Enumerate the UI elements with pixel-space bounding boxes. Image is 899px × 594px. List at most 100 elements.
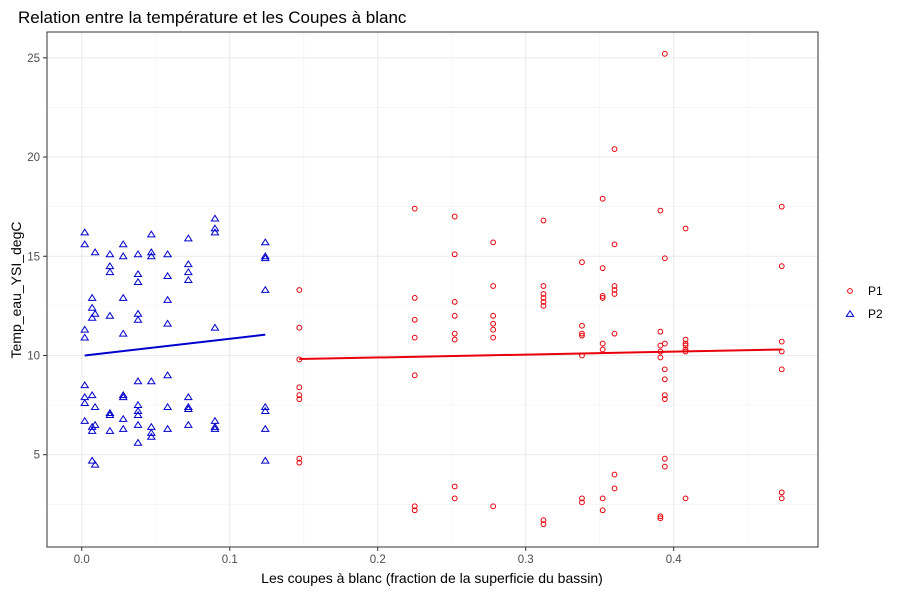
data-point-p2 bbox=[183, 260, 193, 268]
data-point-p1 bbox=[540, 283, 547, 289]
y-axis-label: Temp_eau_YSI_degC bbox=[8, 222, 24, 359]
data-point-p1 bbox=[296, 459, 303, 466]
data-point-p1 bbox=[451, 251, 458, 258]
data-point-p2 bbox=[87, 313, 97, 321]
data-point-p2 bbox=[146, 377, 156, 385]
data-point-p1 bbox=[682, 348, 689, 355]
data-point-p2 bbox=[118, 392, 128, 401]
data-point-p2 bbox=[146, 252, 156, 260]
data-point-p2 bbox=[87, 293, 97, 301]
data-point-p1 bbox=[540, 291, 547, 297]
data-point-p1 bbox=[778, 489, 785, 496]
data-point-p1 bbox=[579, 330, 585, 337]
data-point-p1 bbox=[657, 328, 664, 335]
y-tick-label: 25 bbox=[27, 53, 40, 65]
data-point-p1 bbox=[451, 299, 458, 305]
data-point-p1 bbox=[599, 495, 606, 502]
data-point-p2 bbox=[146, 432, 156, 440]
data-point-p1 bbox=[411, 372, 418, 379]
data-point-p1 bbox=[296, 287, 303, 293]
data-point-p2 bbox=[183, 234, 193, 242]
data-point-p2 bbox=[133, 406, 143, 414]
data-point-p2 bbox=[133, 420, 143, 428]
data-point-p1 bbox=[599, 265, 606, 272]
plot-panel bbox=[47, 32, 818, 547]
data-point-p2 bbox=[163, 319, 173, 327]
data-point-p1 bbox=[682, 495, 689, 502]
data-point-p2 bbox=[80, 416, 90, 424]
data-point-p2 bbox=[118, 391, 128, 399]
data-point-p1 bbox=[657, 354, 664, 361]
data-point-p1 bbox=[490, 239, 497, 246]
data-point-p1 bbox=[682, 342, 689, 349]
data-point-p1 bbox=[661, 376, 668, 383]
data-point-p2 bbox=[210, 424, 220, 432]
data-point-p2 bbox=[105, 267, 115, 276]
data-point-p1 bbox=[778, 263, 785, 270]
data-point-p2 bbox=[163, 250, 173, 258]
legend: P1 P2 bbox=[845, 284, 883, 321]
data-point-p1 bbox=[579, 332, 585, 339]
data-point-p2 bbox=[260, 402, 270, 411]
data-point-p2 bbox=[163, 371, 173, 379]
data-point-p1 bbox=[657, 348, 664, 355]
y-tick-label: 5 bbox=[34, 450, 40, 462]
data-point-p1 bbox=[490, 334, 497, 341]
data-point-p2 bbox=[105, 250, 115, 258]
data-point-p2 bbox=[87, 426, 97, 434]
chart-title: Relation entre la température et les Cou… bbox=[18, 8, 407, 27]
data-point-p1 bbox=[411, 507, 418, 514]
data-point-p1 bbox=[611, 287, 618, 293]
data-point-p1 bbox=[599, 295, 606, 301]
data-point-p2 bbox=[260, 238, 270, 246]
plot-border bbox=[46, 31, 819, 548]
data-point-p1 bbox=[661, 255, 668, 262]
data-point-p1 bbox=[490, 503, 497, 510]
data-point-p2 bbox=[183, 267, 193, 276]
data-point-p2 bbox=[163, 295, 173, 303]
y-tick-label: 10 bbox=[27, 350, 40, 362]
data-point-p1 bbox=[778, 366, 785, 373]
x-tick-label: 0.3 bbox=[518, 554, 534, 566]
trend-lines bbox=[84, 333, 782, 361]
data-point-p2 bbox=[118, 293, 128, 301]
data-point-p1 bbox=[611, 283, 618, 289]
data-point-p2 bbox=[80, 240, 90, 248]
legend-key-p2 bbox=[845, 309, 855, 317]
data-point-p2 bbox=[90, 248, 100, 256]
y-axis-ticks: 5 10 15 20 25 bbox=[27, 53, 47, 462]
data-point-p1 bbox=[451, 336, 458, 343]
legend-label-p1: P1 bbox=[868, 284, 883, 298]
plot-background bbox=[47, 32, 818, 547]
x-axis-ticks: 0.0 0.1 0.2 0.3 0.4 bbox=[74, 547, 682, 566]
data-point-p1 bbox=[451, 483, 458, 490]
data-point-p1 bbox=[296, 396, 303, 403]
data-point-p2 bbox=[210, 214, 220, 222]
data-point-p2 bbox=[183, 402, 193, 411]
trend-line-p2 bbox=[84, 333, 266, 357]
data-point-p1 bbox=[599, 340, 606, 347]
data-point-p1 bbox=[599, 507, 606, 514]
data-point-p1 bbox=[540, 517, 547, 524]
data-point-p1 bbox=[540, 302, 547, 309]
data-point-p2 bbox=[80, 228, 90, 236]
data-point-p2 bbox=[210, 224, 220, 232]
data-point-p1 bbox=[682, 336, 689, 343]
data-point-p1 bbox=[682, 340, 689, 347]
data-point-p1 bbox=[661, 340, 668, 347]
data-point-p2 bbox=[146, 428, 156, 436]
data-point-p1 bbox=[490, 320, 497, 327]
data-point-p1 bbox=[661, 392, 668, 399]
data-point-p1 bbox=[599, 346, 606, 353]
data-point-p1 bbox=[451, 330, 458, 337]
data-point-p2 bbox=[118, 424, 128, 432]
data-point-p1 bbox=[657, 207, 664, 214]
x-tick-label: 0.0 bbox=[74, 554, 90, 566]
data-point-p1 bbox=[490, 312, 497, 319]
data-point-p1 bbox=[682, 346, 689, 353]
data-point-p1 bbox=[540, 295, 547, 301]
legend-key-p1 bbox=[847, 288, 853, 294]
legend-item-p1: P1 bbox=[847, 284, 883, 298]
data-point-p1 bbox=[599, 293, 606, 299]
data-point-p1 bbox=[611, 241, 618, 248]
